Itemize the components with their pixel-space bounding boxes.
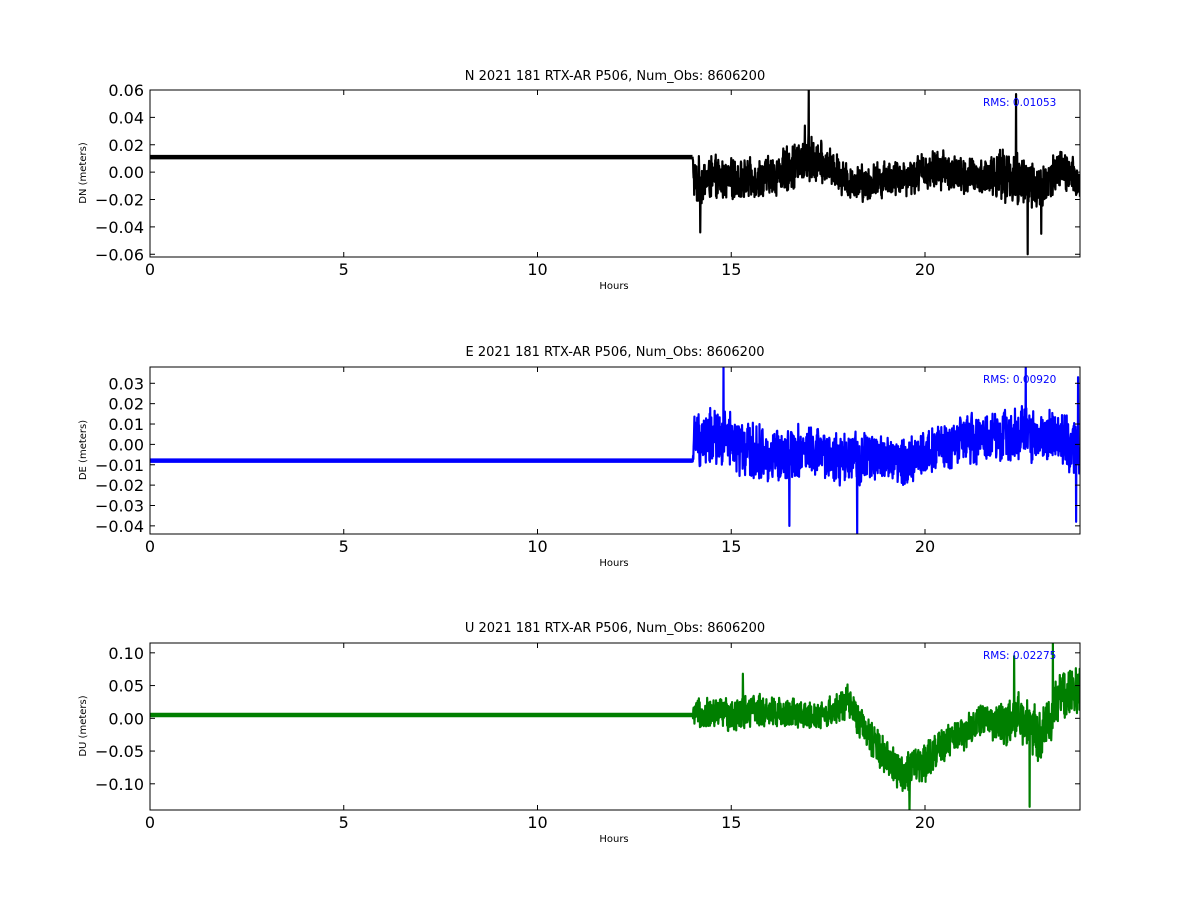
north-series-line: [691, 90, 1080, 256]
north-panel: N 2021 181 RTX-AR P506, Num_Obs: 8606200…: [78, 69, 1081, 292]
east-y-tick-label: 0.00: [108, 435, 144, 454]
east-x-tick-label: 0: [145, 537, 155, 556]
up-x-axis-label: Hours: [599, 834, 628, 845]
north-axes-frame: [149, 89, 1081, 258]
east-panel: E 2021 181 RTX-AR P506, Num_Obs: 8606200…: [78, 345, 1081, 569]
east-y-axis-label: DE (meters): [78, 420, 89, 480]
east-title: E 2021 181 RTX-AR P506, Num_Obs: 8606200: [466, 345, 765, 360]
east-y-tick-label: −0.01: [95, 456, 144, 475]
up-x-tick-label: 20: [915, 813, 935, 832]
up-title: U 2021 181 RTX-AR P506, Num_Obs: 8606200: [465, 621, 765, 636]
north-y-axis-label: DN (meters): [78, 142, 89, 204]
east-y-tick-label: −0.02: [95, 476, 144, 495]
up-x-tick-label: 15: [721, 813, 741, 832]
up-y-tick-label: 0.00: [108, 709, 144, 728]
east-series-line: [691, 367, 1080, 534]
east-x-tick-label: 15: [721, 537, 741, 556]
north-x-tick-label: 10: [527, 260, 547, 279]
north-y-tick-label: −0.04: [95, 218, 144, 237]
north-x-tick-label: 0: [145, 260, 155, 279]
north-y-tick-label: 0.00: [108, 163, 144, 182]
east-x-tick-label: 5: [339, 537, 349, 556]
east-y-tick-label: 0.02: [108, 395, 144, 414]
up-axes-frame: [149, 642, 1081, 811]
up-y-tick-label: 0.10: [108, 644, 144, 663]
up-series-line: [691, 643, 1080, 810]
east-rms-label: RMS: 0.00920: [983, 374, 1056, 386]
up-y-tick-label: 0.05: [108, 677, 144, 696]
east-axes-frame: [149, 366, 1081, 535]
north-x-tick-label: 20: [915, 260, 935, 279]
up-y-tick-label: −0.05: [95, 742, 144, 761]
east-x-tick-label: 20: [915, 537, 935, 556]
north-rms-label: RMS: 0.01053: [983, 97, 1056, 109]
north-y-tick-label: 0.02: [108, 136, 144, 155]
up-x-tick-label: 0: [145, 813, 155, 832]
up-x-tick-label: 5: [339, 813, 349, 832]
north-x-tick-label: 15: [721, 260, 741, 279]
north-x-axis-label: Hours: [599, 281, 628, 292]
up-x-tick-label: 10: [527, 813, 547, 832]
east-y-tick-label: 0.03: [108, 374, 144, 393]
north-y-tick-label: 0.04: [108, 108, 144, 127]
north-x-tick-label: 5: [339, 260, 349, 279]
east-y-tick-label: −0.03: [95, 496, 144, 515]
north-y-tick-label: −0.06: [95, 245, 144, 264]
north-title: N 2021 181 RTX-AR P506, Num_Obs: 8606200: [465, 69, 765, 84]
east-x-axis-label: Hours: [599, 558, 628, 569]
up-panel: U 2021 181 RTX-AR P506, Num_Obs: 8606200…: [78, 621, 1081, 845]
east-y-tick-label: 0.01: [108, 415, 144, 434]
east-x-tick-label: 10: [527, 537, 547, 556]
north-y-tick-label: 0.06: [108, 81, 144, 100]
up-y-axis-label: DU (meters): [78, 695, 89, 756]
north-y-tick-label: −0.02: [95, 191, 144, 210]
up-y-tick-label: −0.10: [95, 775, 144, 794]
up-rms-label: RMS: 0.02275: [983, 650, 1056, 662]
east-y-tick-label: −0.04: [95, 517, 144, 536]
